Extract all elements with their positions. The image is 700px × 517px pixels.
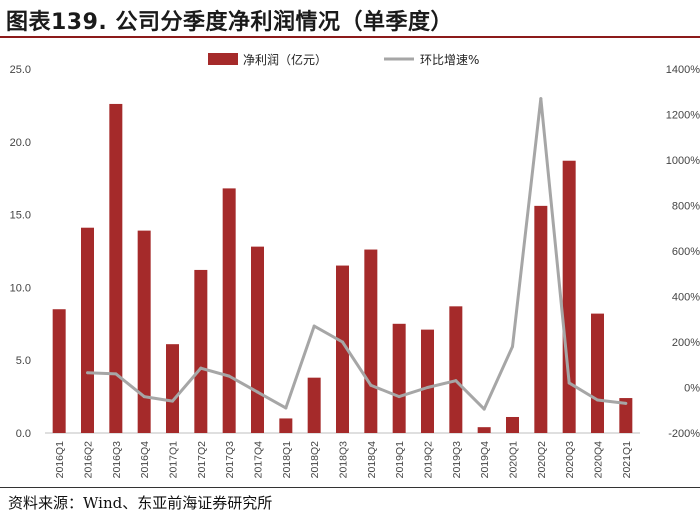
bar <box>619 398 633 433</box>
x-axis-tick-label: 2021Q1 <box>621 441 633 479</box>
left-axis-tick-label: 10.0 <box>10 282 31 294</box>
left-axis-tick-label: 15.0 <box>10 210 31 222</box>
x-axis-tick-label: 2020Q4 <box>593 441 605 479</box>
bar <box>562 160 576 433</box>
x-axis-tick-label: 2019Q3 <box>451 441 463 479</box>
source-note: 资料来源：Wind、东亚前海证券研究所 <box>8 494 273 512</box>
growth-line-path <box>87 97 627 411</box>
left-axis-tick-label: 25.0 <box>10 64 31 76</box>
line-point <box>426 386 429 389</box>
x-axis-tick-label: 2019Q2 <box>423 441 435 479</box>
line-point <box>511 345 514 349</box>
x-axis-tick-label: 2016Q1 <box>54 441 66 479</box>
x-axis-tick-label: 2016Q4 <box>139 441 151 479</box>
growth-line <box>86 97 628 411</box>
x-axis-tick-label: 2018Q4 <box>366 441 378 479</box>
x-axis-tick-label: 2020Q3 <box>564 441 576 479</box>
line-point <box>227 374 231 378</box>
right-axis-tick-label: 1400% <box>666 64 700 76</box>
bar <box>166 344 179 433</box>
x-axis-tick-label: 2019Q4 <box>479 441 491 479</box>
x-axis-tick-label: 2017Q4 <box>253 441 265 479</box>
line-point <box>341 340 344 344</box>
line-point <box>397 395 401 399</box>
bars <box>52 103 633 433</box>
bar <box>52 309 66 433</box>
right-axis-tick-label: 200% <box>672 337 700 349</box>
bar <box>392 323 406 433</box>
line-point <box>596 398 599 402</box>
right-axis-tick-label: 0% <box>684 383 700 395</box>
line-point <box>171 399 174 403</box>
line-point <box>369 383 373 387</box>
x-axis-tick-label: 2018Q1 <box>281 441 293 479</box>
axes: 0.0 5.0 10.0 15.0 20.0 25.0 -200% 0% 200% 400% 600… <box>10 64 700 478</box>
x-axis-tick-label: 2017Q1 <box>168 441 180 479</box>
footer-rule <box>0 487 700 488</box>
right-axis-tick-label: 600% <box>672 246 700 258</box>
bar <box>591 313 604 433</box>
line-point <box>482 407 486 411</box>
right-axis-tick-label: 1000% <box>666 155 700 167</box>
bar <box>307 377 321 433</box>
bar <box>194 269 208 433</box>
line-point <box>284 406 288 410</box>
chart: 0.0 5.0 10.0 15.0 20.0 25.0 -200% 0% 200% 400% 600… <box>10 52 700 478</box>
line-point <box>539 97 543 101</box>
right-axis-tick-label: -200% <box>668 428 700 440</box>
bar <box>534 205 548 433</box>
bar <box>109 103 123 433</box>
right-axis-tick-label: 400% <box>672 292 700 304</box>
title-rule <box>0 36 700 38</box>
left-axis-tick-label: 0.0 <box>16 428 31 440</box>
line-point <box>312 324 316 328</box>
legend: 净利润（亿元） 环比增速% <box>208 52 479 67</box>
bar <box>364 249 378 433</box>
bar <box>81 227 94 433</box>
x-axis-tick-label: 2020Q2 <box>536 441 548 479</box>
line-point <box>454 379 458 383</box>
line-point <box>199 366 203 370</box>
legend-line-label: 环比增速% <box>420 53 479 67</box>
line-point <box>624 401 628 405</box>
x-axis-tick-label: 2018Q3 <box>338 441 350 479</box>
bar <box>251 246 264 433</box>
x-axis-tick-label: 2020Q1 <box>508 441 520 479</box>
line-point <box>86 371 89 375</box>
bar <box>336 265 349 433</box>
legend-bar-swatch <box>208 53 238 65</box>
line-point <box>142 395 146 399</box>
bar <box>449 306 463 433</box>
legend-bar-label: 净利润（亿元） <box>243 52 327 67</box>
x-axis-tick-label: 2017Q2 <box>196 441 208 479</box>
x-axis-tick-label: 2016Q3 <box>111 441 123 479</box>
x-axis-tick-label: 2016Q2 <box>83 441 95 479</box>
bar <box>137 230 151 433</box>
x-axis-tick-label: 2017Q3 <box>224 441 236 479</box>
bar <box>421 329 434 433</box>
left-axis-tick-label: 5.0 <box>16 355 31 367</box>
bar <box>222 188 236 433</box>
right-axis-tick-label: 800% <box>672 201 700 213</box>
line-point <box>114 372 118 376</box>
chart-title: 图表139. 公司分季度净利润情况（单季度） <box>6 10 453 35</box>
bar <box>506 416 519 433</box>
line-point <box>256 390 259 394</box>
line-point <box>567 381 571 385</box>
left-axis-tick-label: 20.0 <box>10 137 31 149</box>
right-axis-tick-label: 1200% <box>666 110 700 122</box>
x-axis-tick-label: 2018Q2 <box>309 441 321 479</box>
bar <box>279 418 293 433</box>
x-axis-tick-label: 2019Q1 <box>394 441 406 479</box>
bar <box>477 427 491 433</box>
